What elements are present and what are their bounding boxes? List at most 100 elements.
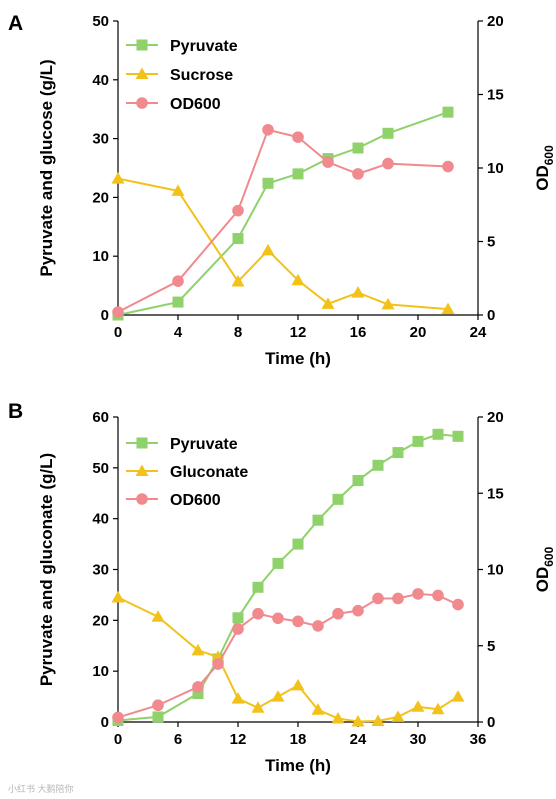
data-point-od600: [382, 157, 394, 170]
right-y-tick-label: 0: [487, 714, 495, 731]
data-point-pyruvate: [232, 233, 244, 245]
data-point-gluconate: [271, 690, 285, 702]
series-sucrose: [111, 172, 455, 315]
data-point-pyruvate: [292, 538, 304, 550]
data-point-gluconate: [371, 714, 385, 726]
data-point-od600: [152, 699, 164, 712]
legend-label: OD600: [170, 96, 221, 113]
data-point-od600: [172, 275, 184, 287]
left-y-tick-label: 10: [92, 248, 109, 265]
data-point-gluconate: [331, 711, 345, 724]
legend-marker-circle: [136, 97, 148, 109]
data-point-gluconate: [351, 714, 365, 727]
legend-item-od600: OD600: [126, 96, 221, 113]
data-point-gluconate: [391, 710, 405, 722]
left-y-tick-label: 40: [92, 72, 109, 89]
data-point-pyruvate: [312, 514, 324, 526]
data-point-pyruvate: [292, 168, 304, 180]
x-tick-label: 0: [114, 324, 122, 341]
x-tick-label: 18: [290, 731, 307, 748]
data-point-gluconate: [311, 703, 325, 715]
data-point-pyruvate: [442, 106, 454, 118]
legend-item-gluconate: Gluconate: [126, 464, 248, 481]
data-point-od600: [292, 131, 304, 143]
series-line-pyruvate: [117, 433, 459, 722]
left-y-tick-label: 0: [101, 307, 109, 324]
data-point-od600: [312, 620, 324, 632]
data-point-gluconate: [431, 702, 445, 715]
legend-marker-triangle: [135, 67, 149, 79]
data-point-pyruvate: [412, 435, 424, 447]
data-point-od600: [392, 592, 404, 605]
data-point-od600: [452, 598, 464, 611]
x-tick-label: 24: [350, 731, 367, 748]
right-y-tick-label: 20: [487, 13, 504, 30]
left-y-tick-label: 50: [92, 460, 109, 477]
right-y-tick-label: 15: [487, 485, 504, 502]
right-y-axis-title: OD600: [533, 546, 556, 592]
data-point-pyruvate: [452, 430, 464, 442]
data-point-sucrose: [321, 297, 335, 309]
data-point-sucrose: [261, 243, 275, 256]
left-y-tick-label: 10: [92, 663, 109, 680]
right-y-axis-title-subscript: 600: [542, 145, 556, 165]
x-tick-label: 4: [174, 324, 183, 341]
legend-marker-square: [136, 39, 148, 51]
x-tick-label: 12: [230, 731, 247, 748]
data-point-gluconate: [151, 610, 165, 622]
data-point-pyruvate: [172, 296, 184, 308]
legend-label: Sucrose: [170, 67, 233, 84]
data-point-od600: [112, 306, 124, 318]
right-y-axis-title-main: OD: [533, 567, 552, 593]
legend-label: Pyruvate: [170, 38, 238, 55]
x-tick-label: 8: [234, 324, 242, 341]
data-point-od600: [292, 615, 304, 628]
data-point-gluconate: [251, 701, 265, 713]
data-point-od600: [232, 623, 244, 635]
data-point-pyruvate: [372, 459, 384, 471]
right-y-tick-label: 10: [487, 562, 504, 579]
data-point-od600: [212, 658, 224, 670]
data-point-pyruvate: [232, 612, 244, 624]
x-axis-title: Time (h): [265, 756, 331, 775]
data-point-gluconate: [231, 692, 245, 704]
data-point-od600: [432, 589, 444, 602]
left-y-tick-label: 20: [92, 189, 109, 206]
data-point-sucrose: [381, 297, 395, 310]
data-point-od600: [272, 612, 284, 625]
series-line-od600: [117, 592, 459, 719]
x-tick-label: 0: [114, 731, 122, 748]
x-tick-label: 36: [470, 731, 487, 748]
data-point-pyruvate: [382, 127, 394, 139]
left-y-tick-label: 60: [92, 409, 109, 426]
data-point-sucrose: [111, 172, 125, 184]
series-line-sucrose: [117, 177, 449, 311]
legend-item-pyruvate: Pyruvate: [126, 38, 238, 55]
data-point-sucrose: [291, 273, 305, 286]
x-tick-label: 12: [290, 324, 307, 341]
right-y-tick-label: 20: [487, 409, 504, 426]
x-tick-label: 24: [470, 324, 487, 341]
legend-label: OD600: [170, 492, 221, 509]
data-point-sucrose: [441, 302, 455, 315]
data-point-od600: [442, 160, 454, 173]
right-y-axis-title: OD600: [533, 145, 556, 191]
data-point-gluconate: [411, 700, 425, 712]
right-y-tick-label: 5: [487, 638, 495, 655]
legend-item-sucrose: Sucrose: [126, 67, 233, 84]
series-pyruvate: [112, 106, 454, 321]
data-point-sucrose: [171, 184, 185, 196]
legend-item-od600: OD600: [126, 492, 221, 509]
series-gluconate: [111, 590, 465, 727]
panel-label: A: [8, 12, 23, 35]
series-line-od600: [117, 128, 449, 313]
left-y-tick-label: 30: [92, 131, 109, 148]
left-y-tick-label: 30: [92, 562, 109, 579]
x-tick-label: 16: [350, 324, 367, 341]
data-point-od600: [252, 607, 264, 620]
data-point-od600: [352, 168, 364, 180]
left-y-tick-label: 0: [101, 714, 109, 731]
data-point-od600: [412, 588, 424, 600]
